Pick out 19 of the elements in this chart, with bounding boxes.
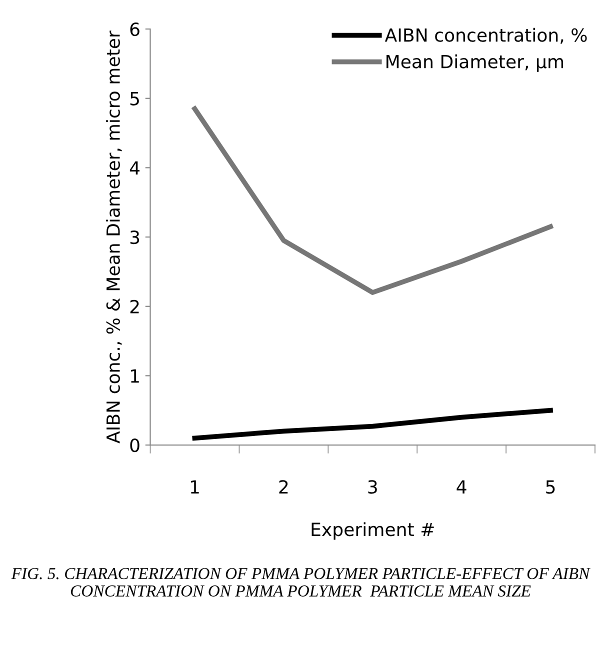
legend-label: AIBN concentration, % bbox=[384, 28, 587, 44]
y-tick-label: 1 bbox=[131, 369, 139, 383]
y-tick-label: 0 bbox=[130, 438, 140, 452]
legend-label: Mean Diameter, µm bbox=[386, 54, 564, 72]
caption: FIG. 5. CHARACTERIZATION OF PMMA POLYMER PARTICLE-EFFECT OF AIBN CONCENTRATION ON PMMA POLYMER PARTICLE MEAN SIZE bbox=[11, 568, 590, 597]
y-tick-label: 6 bbox=[130, 22, 140, 36]
y-tick-label: 5 bbox=[130, 92, 139, 106]
x-tick-label: 2 bbox=[279, 480, 288, 494]
y-tick-label: 4 bbox=[130, 161, 140, 175]
x-tick-label: 3 bbox=[368, 480, 377, 494]
x-tick-label: 5 bbox=[546, 480, 555, 494]
line-series bbox=[192, 408, 553, 441]
x-tick-label: 4 bbox=[456, 480, 466, 494]
y-tick-label: 2 bbox=[130, 300, 139, 314]
line-series bbox=[192, 106, 553, 295]
y-axis-title: AIBN conc., % & Mean Diameter, micro meter bbox=[106, 30, 122, 444]
y-tick-label: 3 bbox=[130, 230, 140, 244]
x-tick-label: 1 bbox=[190, 480, 199, 494]
x-axis-title: Experiment # bbox=[312, 522, 434, 540]
